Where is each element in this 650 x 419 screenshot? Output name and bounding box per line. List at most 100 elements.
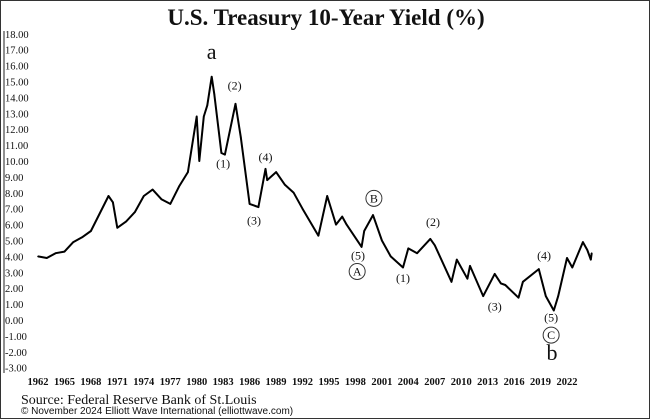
chart-title: U.S. Treasury 10-Year Yield (%) (167, 5, 485, 30)
x-tick-label: 1989 (266, 377, 287, 388)
wave-label: (4) (537, 249, 551, 263)
data-point (239, 136, 242, 138)
y-tick-label: 7.00 (5, 205, 23, 216)
x-tick-label: 1995 (318, 377, 339, 388)
wave-label: (3) (488, 299, 502, 313)
y-tick-label: 13.00 (5, 109, 29, 120)
data-point (407, 247, 410, 250)
data-point (402, 266, 404, 269)
data-point (566, 257, 568, 259)
y-tick-label: 10.00 (5, 157, 29, 168)
y-tick-label: 16.00 (5, 62, 29, 73)
data-point (54, 252, 57, 255)
data-point (341, 215, 343, 218)
data-point (224, 153, 226, 156)
data-point (317, 234, 320, 237)
data-point (210, 75, 213, 78)
data-point (360, 246, 363, 248)
y-tick-label: 14.00 (5, 93, 29, 104)
wave-label: B (370, 191, 378, 205)
data-point (284, 184, 286, 186)
x-tick-label: 2013 (477, 377, 498, 388)
wave-label: a (207, 39, 217, 64)
wave-label: (5) (544, 311, 558, 325)
data-point (178, 185, 180, 188)
y-tick-label: 3.00 (5, 268, 23, 279)
x-tick-label: 2016 (504, 377, 525, 388)
y-tick-label: 5.00 (5, 237, 23, 248)
data-point (335, 223, 337, 226)
x-tick-label: 1980 (186, 377, 207, 388)
data-point (112, 201, 114, 204)
data-point (63, 250, 66, 253)
data-point (275, 171, 277, 173)
data-point (72, 241, 75, 243)
x-tick-label: 1965 (54, 377, 75, 388)
y-tick-label: 18.00 (5, 30, 29, 41)
y-tick-label: -2.00 (5, 348, 27, 359)
x-tick-label: 1992 (292, 377, 313, 388)
wave-label: b (547, 340, 558, 365)
x-tick-label: 1962 (28, 377, 49, 388)
series-line-0 (37, 75, 593, 312)
data-point (500, 282, 502, 285)
data-point (248, 203, 251, 205)
data-point (292, 192, 295, 194)
data-point (466, 277, 469, 280)
y-tick-label: -3.00 (5, 364, 27, 375)
data-point (98, 212, 101, 215)
wave-label: C (547, 328, 555, 342)
wave-label: (1) (396, 271, 410, 285)
wave-label: A (353, 264, 362, 278)
data-point (557, 295, 559, 297)
y-tick-label: 2.00 (5, 284, 23, 295)
data-point (455, 258, 458, 261)
data-point (363, 230, 366, 232)
data-point (450, 281, 453, 283)
copyright-note: © November 2024 Elliott Wave Internation… (21, 406, 294, 417)
data-point (586, 249, 589, 251)
data-point (90, 230, 92, 232)
data-point (416, 252, 418, 255)
data-point (545, 295, 547, 297)
data-point (266, 179, 269, 181)
data-point (301, 207, 304, 210)
data-point (517, 296, 520, 299)
wave-label: (4) (258, 150, 272, 164)
data-point (571, 266, 574, 269)
data-point (143, 195, 145, 197)
data-point (257, 206, 260, 208)
data-point (169, 203, 172, 205)
data-point (429, 238, 432, 240)
wave-label-circle (542, 326, 560, 344)
wave-label-circle (348, 262, 366, 280)
data-point (198, 160, 201, 162)
data-point (151, 188, 154, 191)
data-point (206, 104, 209, 107)
data-point (590, 258, 592, 261)
data-point (195, 115, 198, 118)
data-point (372, 214, 374, 216)
y-tick-label: 11.00 (5, 141, 28, 152)
data-point (552, 309, 555, 312)
x-tick-label: 1968 (80, 377, 101, 388)
data-point (469, 265, 471, 267)
data-point (381, 239, 383, 242)
data-point (482, 295, 485, 297)
data-point (522, 281, 524, 283)
data-point (202, 115, 205, 118)
data-point (504, 284, 507, 286)
y-tick-label: 4.00 (5, 252, 23, 263)
wave-label: (2) (426, 215, 440, 229)
x-tick-label: 2001 (371, 377, 392, 388)
x-tick-label: 1977 (160, 377, 181, 388)
data-point (234, 102, 237, 105)
wave-label: (2) (228, 78, 242, 92)
data-point (37, 255, 39, 258)
data-point (134, 211, 136, 213)
data-point (582, 241, 584, 243)
source-note: Source: Federal Reserve Bank of St.Louis (21, 393, 257, 408)
x-tick-label: 1974 (133, 377, 155, 388)
wave-label-circle (365, 189, 383, 207)
